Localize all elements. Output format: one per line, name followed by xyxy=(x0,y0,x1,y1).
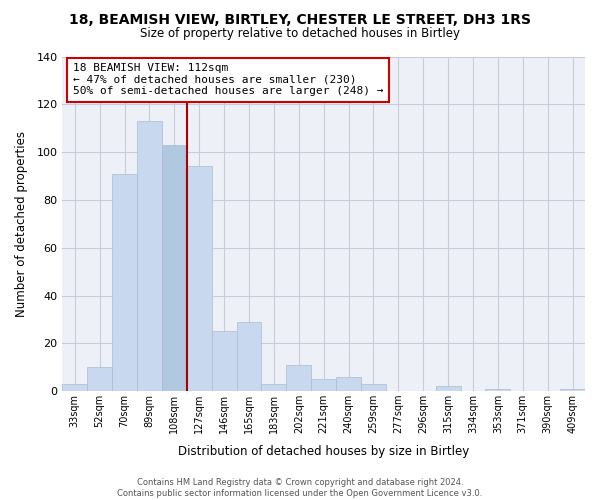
Bar xyxy=(62,384,87,391)
Bar xyxy=(311,379,336,391)
Text: Contains HM Land Registry data © Crown copyright and database right 2024.
Contai: Contains HM Land Registry data © Crown c… xyxy=(118,478,482,498)
Bar xyxy=(212,332,236,391)
Bar xyxy=(137,121,162,391)
X-axis label: Distribution of detached houses by size in Birtley: Distribution of detached houses by size … xyxy=(178,444,469,458)
Bar xyxy=(262,384,286,391)
Text: 18, BEAMISH VIEW, BIRTLEY, CHESTER LE STREET, DH3 1RS: 18, BEAMISH VIEW, BIRTLEY, CHESTER LE ST… xyxy=(69,12,531,26)
Bar xyxy=(336,377,361,391)
Bar xyxy=(112,174,137,391)
Text: Size of property relative to detached houses in Birtley: Size of property relative to detached ho… xyxy=(140,28,460,40)
Bar xyxy=(162,145,187,391)
Text: 18 BEAMISH VIEW: 112sqm
← 47% of detached houses are smaller (230)
50% of semi-d: 18 BEAMISH VIEW: 112sqm ← 47% of detache… xyxy=(73,63,383,96)
Bar xyxy=(436,386,461,391)
Bar xyxy=(187,166,212,391)
Bar xyxy=(361,384,386,391)
Bar xyxy=(560,388,585,391)
Bar xyxy=(485,388,511,391)
Bar xyxy=(286,365,311,391)
Bar xyxy=(87,367,112,391)
Y-axis label: Number of detached properties: Number of detached properties xyxy=(15,131,28,317)
Bar xyxy=(236,322,262,391)
